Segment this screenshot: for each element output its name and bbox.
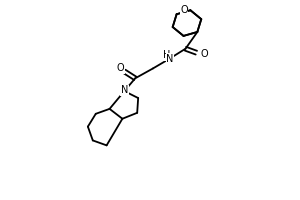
- Text: O: O: [180, 5, 188, 15]
- Text: N: N: [121, 85, 128, 95]
- Text: N: N: [166, 54, 173, 64]
- Text: O: O: [117, 63, 124, 73]
- Text: O: O: [180, 5, 188, 15]
- Text: N: N: [121, 85, 128, 95]
- Text: H: H: [163, 50, 170, 60]
- Text: O: O: [201, 49, 208, 59]
